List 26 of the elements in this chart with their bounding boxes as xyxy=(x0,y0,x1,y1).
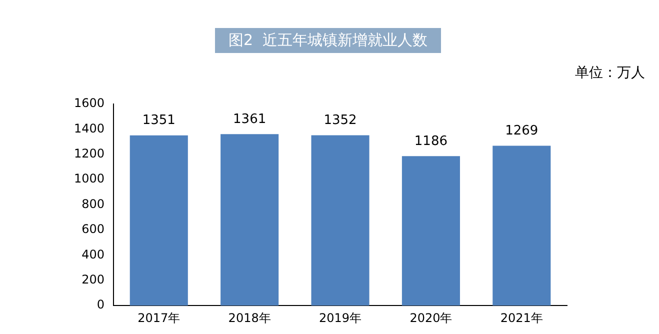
x-tick-label: 2019年 xyxy=(318,310,362,325)
x-tick-label: 2021年 xyxy=(500,310,543,325)
bar xyxy=(311,135,370,306)
data-label: 1351 xyxy=(142,113,176,128)
x-tick-label: 2018年 xyxy=(228,310,271,325)
y-tick-label: 800 xyxy=(82,196,105,211)
y-tick-label: 1000 xyxy=(74,172,105,186)
data-label: 1361 xyxy=(233,112,266,127)
data-label: 1269 xyxy=(505,124,538,139)
y-tick-label: 0 xyxy=(96,298,105,312)
data-label: 1352 xyxy=(324,113,357,128)
y-tick-label: 200 xyxy=(82,272,105,287)
y-tick-label: 600 xyxy=(82,222,105,236)
x-tick-label: 2017年 xyxy=(138,310,180,325)
text: 单位：万人 xyxy=(575,64,645,82)
data-label: 1186 xyxy=(414,134,448,150)
y-tick-label: 400 xyxy=(82,247,105,262)
y-tick-label: 1200 xyxy=(74,146,105,161)
x-tick-label: 2020年 xyxy=(410,310,452,325)
bar xyxy=(220,134,279,306)
bar xyxy=(130,135,188,306)
y-tick-label: 1600 xyxy=(74,96,105,110)
bar xyxy=(402,156,460,306)
chart-title: 图2 近五年城镇新增就业人数 xyxy=(215,28,441,53)
bar xyxy=(492,146,551,306)
y-tick-label: 1400 xyxy=(74,121,105,136)
